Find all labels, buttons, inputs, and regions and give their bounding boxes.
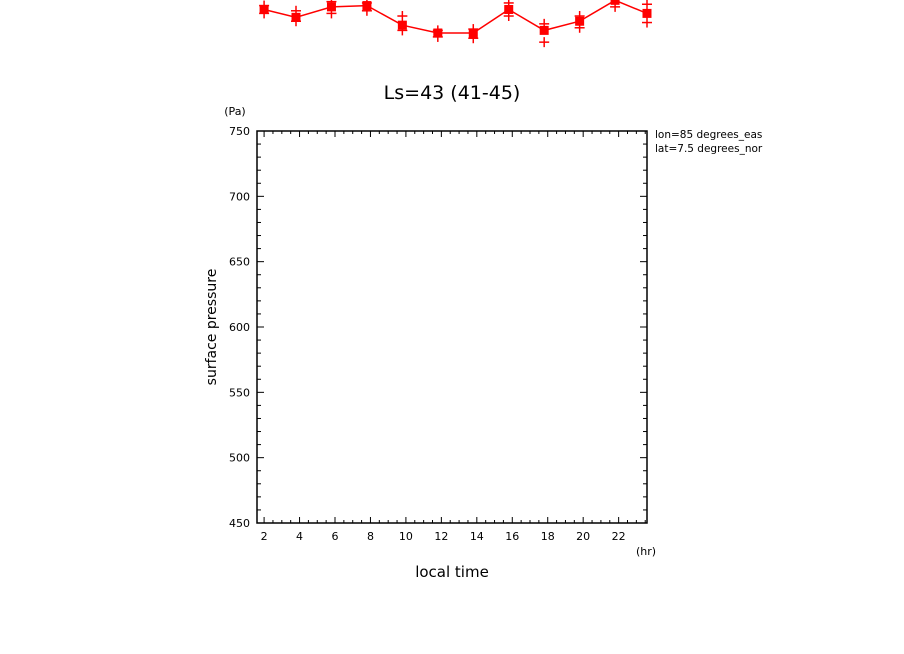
data-point [642,8,652,18]
x-tick-label: 22 [612,530,626,543]
x-unit-label: (hr) [636,545,656,558]
lower-bound-marker [432,31,443,42]
y-tick-label: 750 [229,125,250,138]
upper-bound-marker [539,18,550,29]
lower-bound-marker [468,33,479,44]
upper-bound-marker [291,5,301,16]
lower-bound-marker [539,37,550,48]
x-tick-label: 10 [399,530,413,543]
y-tick-label: 600 [229,321,250,334]
lower-bound-marker [642,17,652,28]
data-point [575,16,585,26]
x-tick-label: 16 [505,530,519,543]
y-tick-label: 650 [229,256,250,269]
y-unit-label: (Pa) [224,105,245,118]
upper-bound-marker [468,24,479,35]
x-tick-label: 6 [332,530,339,543]
upper-bound-marker [574,11,585,22]
x-tick-label: 4 [296,530,303,543]
x-axis-label: local time [415,563,489,581]
x-tick-label: 20 [576,530,590,543]
x-tick-label: 8 [367,530,374,543]
lower-bound-marker [361,5,372,16]
lower-bound-marker [397,25,408,36]
x-tick-label: 18 [541,530,555,543]
lower-bound-marker [503,11,514,22]
data-point [539,25,549,35]
y-axis-label: surface pressure [204,269,220,386]
x-tick-label: 12 [434,530,448,543]
series-line [263,0,648,34]
upper-bound-marker [642,0,652,10]
x-tick-label: 2 [261,530,268,543]
lower-bound-marker [326,8,337,19]
data-point [326,2,336,12]
data-point [397,20,407,30]
axis-layer: 2 4 6 8 10 12 14 16 18 20 22 450 500 550 600 650 700 750 [229,125,647,543]
upper-bound-marker [503,0,514,8]
chart-title: Ls=43 (41-45) [384,82,521,104]
lower-bound-marker [291,16,301,27]
upper-bound-marker [397,11,408,22]
annotation-lat: lat=7.5 degrees_nor [655,143,763,155]
y-tick-label: 450 [229,517,250,530]
lower-bound-marker [259,8,270,19]
y-tick-label: 550 [229,386,250,399]
series-layer [259,0,652,48]
y-tick-label: 500 [229,452,250,465]
x-tick-label: 14 [470,530,484,543]
data-point [504,4,514,14]
lower-bound-marker [610,1,621,12]
plot-frame [256,130,648,524]
annotation-lon: lon=85 degrees_eas [655,129,762,141]
lower-bound-marker [574,22,585,33]
upper-bound-marker [326,0,337,7]
y-tick-label: 700 [229,190,250,203]
